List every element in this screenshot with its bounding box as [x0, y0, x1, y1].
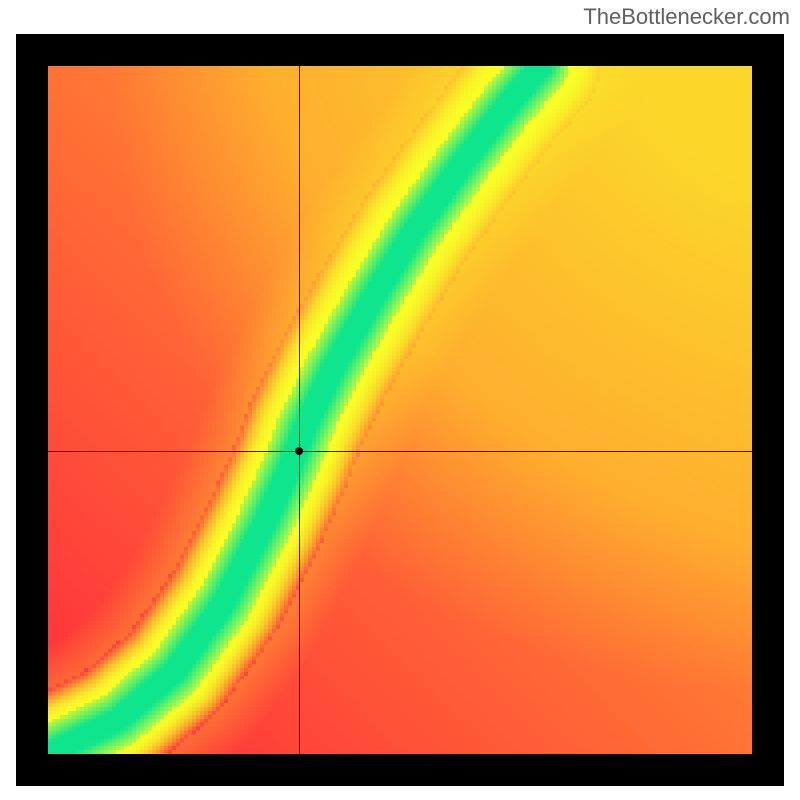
plot-frame — [16, 34, 784, 786]
watermark-text: TheBottlenecker.com — [583, 4, 790, 30]
crosshair-vertical — [299, 66, 300, 754]
chart-container: TheBottlenecker.com — [0, 0, 800, 800]
marker-dot — [295, 447, 303, 455]
crosshair-horizontal — [48, 451, 752, 452]
plot-area — [48, 66, 752, 754]
heatmap-canvas — [48, 66, 752, 754]
